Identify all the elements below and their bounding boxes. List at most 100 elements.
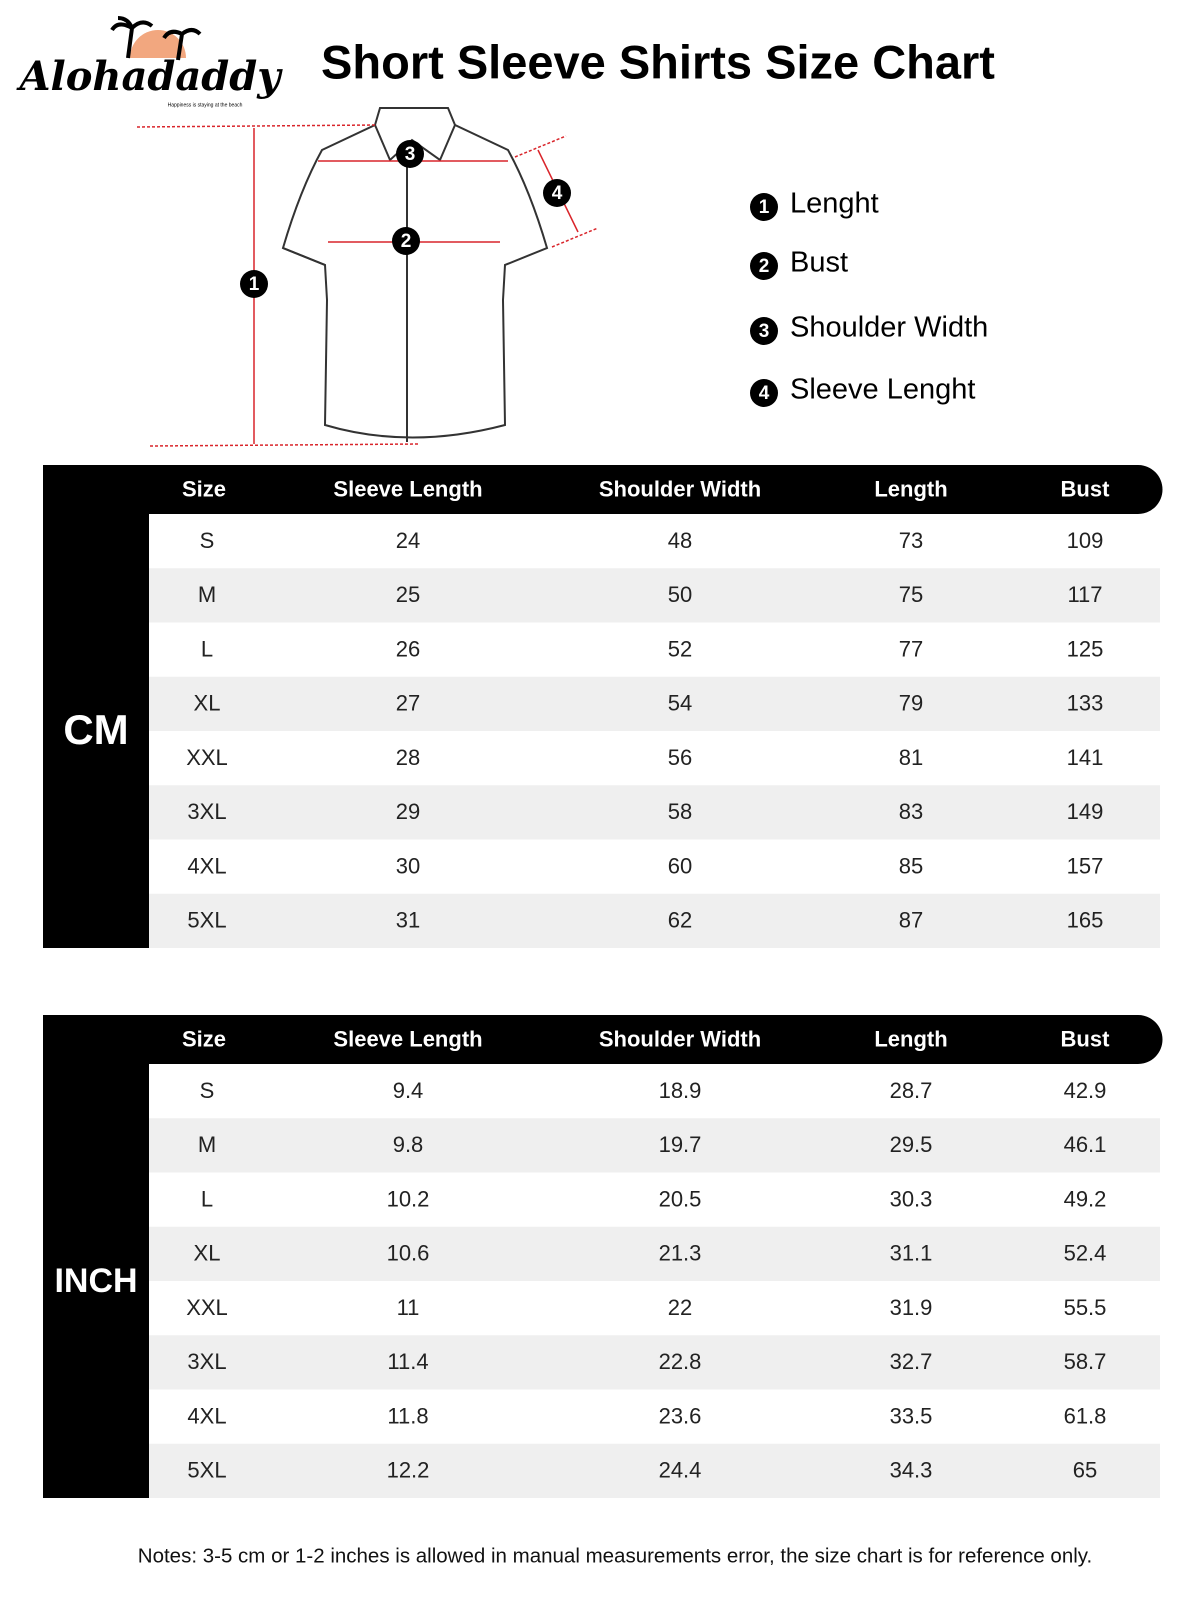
table-cell: 19.7 xyxy=(659,1132,702,1157)
logo-sun xyxy=(130,30,186,58)
table-cell: 157 xyxy=(1067,853,1104,878)
legend-label: Shoulder Width xyxy=(790,312,988,344)
table-cell: 165 xyxy=(1067,908,1104,933)
table-cell: 31 xyxy=(396,908,420,933)
column-header: Length xyxy=(874,1026,947,1051)
legend-label: Bust xyxy=(790,247,848,279)
table-row xyxy=(149,893,1160,948)
unit-label: INCH xyxy=(54,1262,137,1300)
table-cell: 5XL xyxy=(187,908,226,933)
table-cell: 141 xyxy=(1067,745,1104,770)
table-cell: 117 xyxy=(1067,582,1102,607)
table-cell: 58.7 xyxy=(1064,1349,1107,1374)
table-cell: L xyxy=(201,636,213,661)
number-badge xyxy=(543,179,571,207)
table-cell: 10.6 xyxy=(387,1241,430,1266)
table-row xyxy=(149,622,1160,677)
table-cell: 22 xyxy=(668,1295,692,1320)
column-header: Sleeve Length xyxy=(333,476,482,501)
table-cell: 81 xyxy=(899,745,923,770)
table-cell: 50 xyxy=(668,582,692,607)
logo-palms xyxy=(110,16,202,61)
table-cell: 24.4 xyxy=(659,1458,702,1483)
table-cell: 149 xyxy=(1067,799,1104,824)
table-cell: 79 xyxy=(899,691,923,716)
table-row xyxy=(149,731,1160,786)
table-row xyxy=(149,1064,1160,1119)
table-cell: 5XL xyxy=(187,1458,226,1483)
table-cell: 31.9 xyxy=(890,1295,933,1320)
table-cell: 20.5 xyxy=(659,1186,702,1211)
table-cell: 28 xyxy=(396,745,420,770)
table-cell: 24 xyxy=(396,528,420,553)
table-cell: M xyxy=(198,582,216,607)
column-header: Size xyxy=(182,476,226,501)
logo-text: Alohadaddy xyxy=(16,53,284,100)
table-cell: 33.5 xyxy=(890,1403,933,1428)
table-row xyxy=(149,1335,1160,1390)
number-badge xyxy=(750,317,778,345)
table-cell: 77 xyxy=(899,636,923,661)
table-cell: 30 xyxy=(396,853,420,878)
table-cell: 10.2 xyxy=(387,1186,430,1211)
table-cell: 11 xyxy=(397,1295,420,1320)
table-cell: L xyxy=(201,1186,213,1211)
table-cell: 9.8 xyxy=(393,1132,424,1157)
table-cell: 46.1 xyxy=(1064,1132,1107,1157)
table-cell: 11.4 xyxy=(387,1349,428,1374)
table-row xyxy=(149,1443,1160,1498)
table-header xyxy=(43,1015,1163,1064)
table-cell: 3XL xyxy=(187,1349,226,1374)
table-cell: 32.7 xyxy=(890,1349,933,1374)
number-badge xyxy=(750,379,778,407)
logo: Alohadaddy Happiness is staying at the b… xyxy=(16,16,284,108)
number-badge xyxy=(392,227,420,255)
column-header: Shoulder Width xyxy=(599,1026,761,1051)
table-cell: 55.5 xyxy=(1064,1295,1107,1320)
column-header: Sleeve Length xyxy=(333,1026,482,1051)
legend-label: Sleeve Lenght xyxy=(790,374,975,406)
table-cell: 22.8 xyxy=(659,1349,702,1374)
table-cell: 30.3 xyxy=(890,1186,933,1211)
table-cell: XL xyxy=(194,1241,221,1266)
number-badge xyxy=(750,193,778,221)
number-badge-text: 3 xyxy=(405,144,416,165)
table-cell: M xyxy=(198,1132,216,1157)
table-cell: 34.3 xyxy=(890,1458,933,1483)
column-header: Shoulder Width xyxy=(599,476,761,501)
table-row xyxy=(149,1389,1160,1444)
table-cell: XL xyxy=(194,691,221,716)
table-row xyxy=(149,785,1160,840)
table-cell: 12.2 xyxy=(387,1458,430,1483)
number-badge-text: 4 xyxy=(552,183,563,204)
table-cell: 62 xyxy=(668,908,692,933)
table-row xyxy=(149,568,1160,623)
table-cell: 125 xyxy=(1067,636,1104,661)
table-cell: 60 xyxy=(668,853,692,878)
table-row xyxy=(149,1226,1160,1281)
table-cell: 75 xyxy=(899,582,923,607)
table-row xyxy=(149,1281,1160,1336)
table-cell: 48 xyxy=(668,528,692,553)
table-cell: 4XL xyxy=(187,853,226,878)
table-cell: 49.2 xyxy=(1064,1186,1107,1211)
table-row xyxy=(149,514,1160,569)
table-cell: 52 xyxy=(668,636,692,661)
table-header xyxy=(43,465,1163,514)
column-header: Size xyxy=(182,1026,226,1051)
shirt-diagram xyxy=(281,107,549,442)
number-badge-text: 1 xyxy=(249,274,260,295)
table-cell: 42.9 xyxy=(1064,1078,1107,1103)
table-cell: 133 xyxy=(1067,691,1104,716)
table-cell: 83 xyxy=(899,799,923,824)
logo-tagline: Happiness is staying at the beach xyxy=(168,102,243,108)
table-cell: 65 xyxy=(1073,1458,1097,1483)
number-badge-text: 4 xyxy=(759,383,770,404)
table-cell: 3XL xyxy=(187,799,226,824)
table-cell: 11.8 xyxy=(387,1403,428,1428)
column-header: Bust xyxy=(1061,1026,1111,1051)
number-badge xyxy=(240,270,268,298)
table-cell: 29 xyxy=(396,799,420,824)
number-badge-text: 1 xyxy=(759,197,770,218)
